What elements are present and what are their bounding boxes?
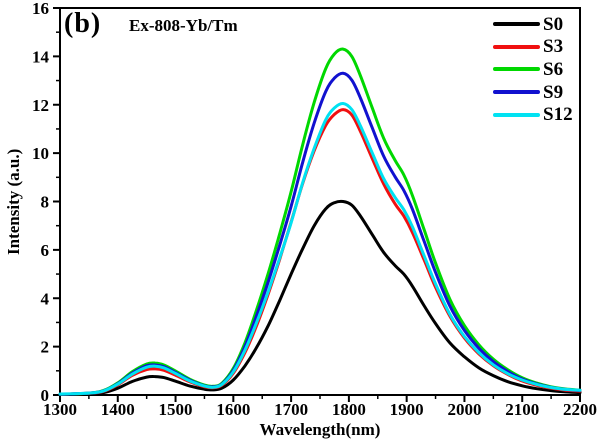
y-tick-label: 4 <box>41 289 50 308</box>
legend-item-S9: S9 <box>493 81 573 104</box>
y-tick-label: 10 <box>32 144 49 163</box>
x-tick-label: 1700 <box>274 400 308 419</box>
legend-line-sample <box>493 90 540 95</box>
legend-item-S6: S6 <box>493 58 573 81</box>
y-tick-label: 8 <box>41 193 50 212</box>
y-tick-label: 12 <box>32 96 49 115</box>
legend-line-sample <box>493 112 540 117</box>
legend-label: S0 <box>543 13 564 35</box>
legend-item-S12: S12 <box>493 103 573 126</box>
x-tick-label: 2000 <box>447 400 481 419</box>
legend-label: S6 <box>543 58 564 80</box>
legend-line-sample <box>493 22 540 27</box>
y-axis-label: Intensity (a.u.) <box>4 148 23 255</box>
legend-label: S12 <box>543 104 573 126</box>
x-tick-label: 2200 <box>563 400 597 419</box>
x-tick-label: 1800 <box>332 400 366 419</box>
x-axis-label: Wavelength(nm) <box>259 420 381 439</box>
x-tick-label: 1900 <box>390 400 424 419</box>
series-S0-line <box>58 199 582 396</box>
series-S6-line <box>58 47 582 396</box>
legend-label: S3 <box>543 36 564 58</box>
x-tick-label: 2100 <box>505 400 539 419</box>
legend-line-sample <box>493 44 540 49</box>
x-tick-label: 1300 <box>43 400 77 419</box>
y-tick-label: 0 <box>41 386 50 405</box>
excitation-annotation: Ex-808-Yb/Tm <box>129 16 238 35</box>
legend-label: S9 <box>543 81 564 103</box>
y-tick-label: 16 <box>32 0 49 18</box>
x-tick-label: 1500 <box>159 400 193 419</box>
legend-item-S0: S0 <box>493 13 573 36</box>
x-tick-label: 1400 <box>101 400 135 419</box>
legend-line-sample <box>493 67 540 72</box>
x-tick-label: 1600 <box>216 400 250 419</box>
legend-item-S3: S3 <box>493 36 573 59</box>
panel-label: (b) <box>64 8 102 39</box>
series-S3-line <box>58 108 582 396</box>
y-tick-label: 6 <box>41 241 50 260</box>
series-S12-line <box>58 101 582 396</box>
legend: S0 S3 S6 S9 S12 <box>493 13 573 126</box>
y-tick-label: 2 <box>41 338 50 357</box>
y-tick-label: 14 <box>32 47 50 66</box>
